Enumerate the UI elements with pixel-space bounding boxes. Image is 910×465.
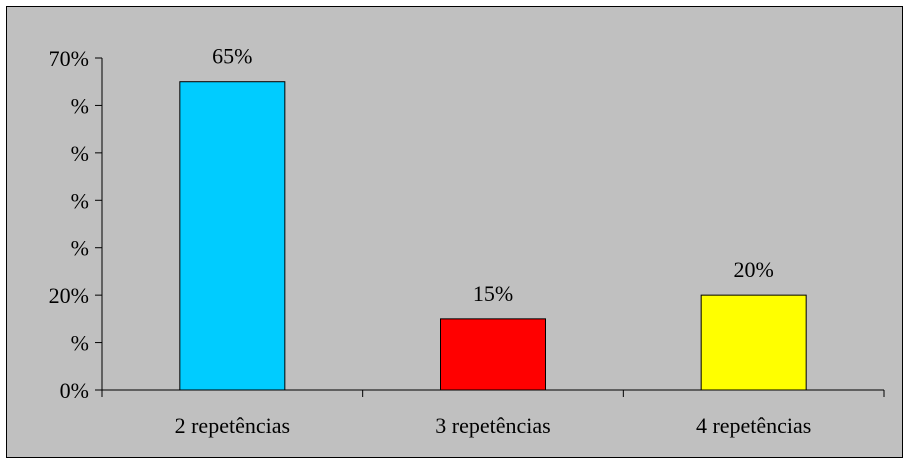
bar (700, 294, 807, 391)
data-label: 20% (734, 257, 774, 282)
bar-chart: 0%% 20%%%%% 70% 65% 2 repetências 15% 3 repetê… (49, 44, 885, 438)
chart-frame: 0%% 20%%%%% 70% 65% 2 repetências 15% 3 repetê… (6, 6, 903, 458)
bar (179, 81, 286, 391)
bar (440, 318, 546, 391)
x-tick-label: 2 repetências (175, 413, 290, 438)
y-tick-label: % (71, 141, 89, 166)
y-tick-label: 70% (49, 46, 89, 71)
y-tick-label: 0% (60, 378, 89, 403)
bars (179, 81, 807, 391)
y-tick-label: % (71, 93, 89, 118)
x-tick-label: 4 repetências (696, 413, 811, 438)
data-label: 15% (473, 281, 513, 306)
data-label: 65% (212, 44, 252, 69)
y-tick-label: % (71, 236, 89, 261)
y-tick-label: 20% (49, 283, 89, 308)
y-tick-label: % (71, 331, 89, 356)
y-tick-label: % (71, 188, 89, 213)
labels: 0%% 20%%%%% 70% 65% 2 repetências 15% 3 repetê… (49, 44, 812, 438)
x-tick-label: 3 repetências (435, 413, 550, 438)
